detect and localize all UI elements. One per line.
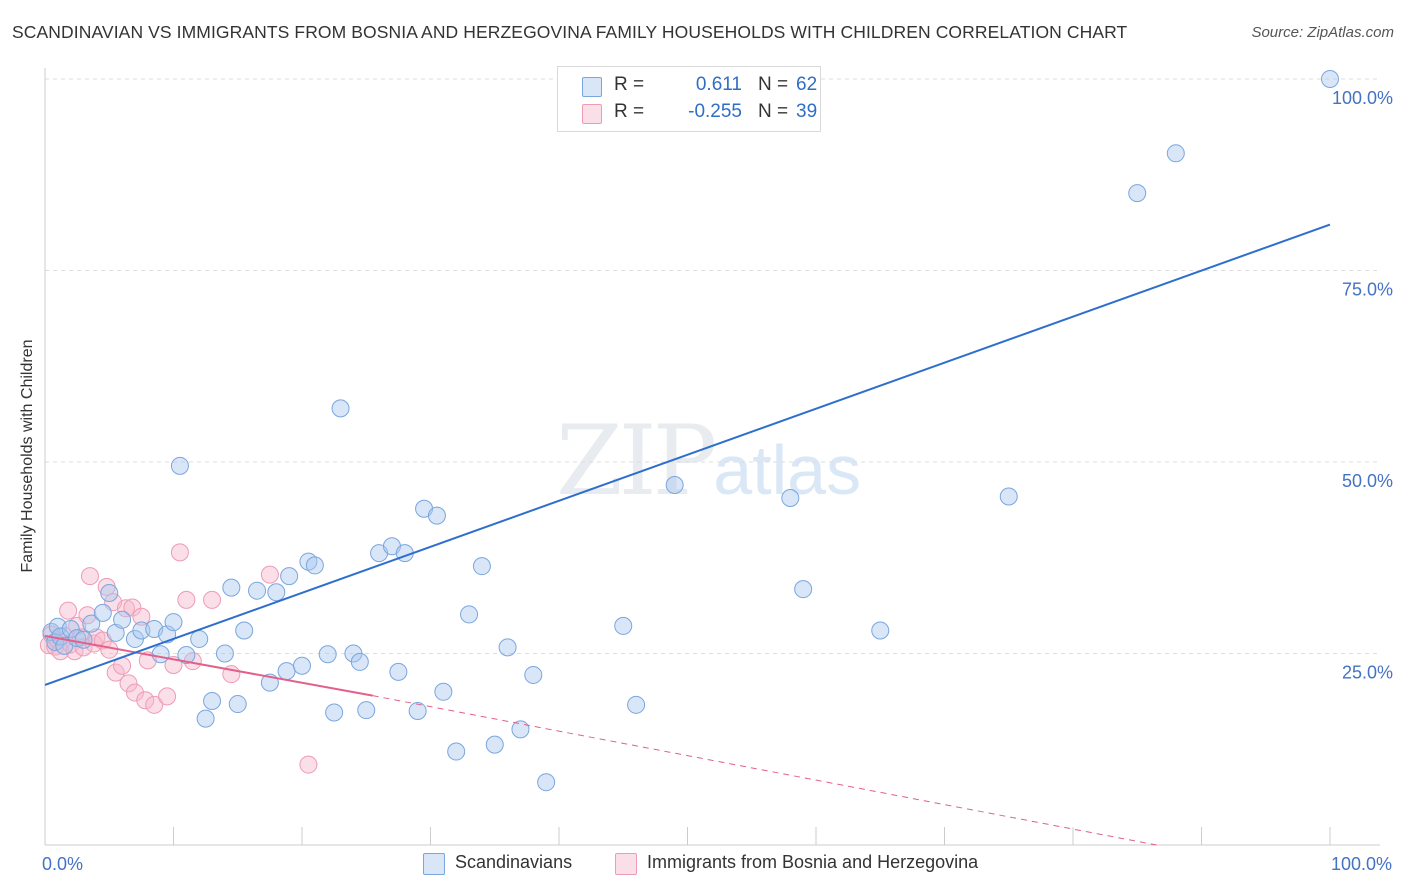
scandinavian-point (614, 616, 633, 635)
scandinavian-point (132, 621, 151, 640)
scandinavian-point (177, 646, 196, 665)
scandinavian-point (305, 556, 324, 575)
legend-r-label: R = (614, 101, 645, 122)
scandinavian-point (524, 665, 543, 684)
y-tick-label: 75.0% (1342, 280, 1393, 300)
watermark-zip: ZIP (556, 405, 717, 517)
scandinavian-point (235, 621, 254, 640)
y-tick-label: 50.0% (1342, 471, 1393, 491)
bottom-legend-swatch-pink (615, 853, 637, 875)
stats-legend: R = 0.611 N = 62 R = -0.255 N = 39 (557, 66, 821, 132)
scandinavian-point (228, 695, 247, 714)
watermark-atlas: atlas (713, 431, 862, 509)
scandinavian-point (248, 581, 267, 600)
bosnia-point (116, 599, 135, 618)
scandinavian-point (871, 621, 890, 640)
y-tick-label: 100.0% (1332, 88, 1393, 108)
bosnia-trend-line (44, 634, 373, 697)
y-tick-label: 25.0% (1342, 663, 1393, 683)
watermark: ZIPatlas (556, 405, 861, 517)
scandinavian-point (74, 630, 93, 649)
scandinavian-point (318, 645, 337, 664)
scandinavian-point (389, 662, 408, 681)
scandinavian-point (82, 614, 101, 633)
scandinavian-point (93, 603, 112, 622)
x-tick-label: 100.0% (1331, 854, 1392, 874)
legend-r-label: R = (614, 74, 645, 95)
chart-title: SCANDINAVIAN VS IMMIGRANTS FROM BOSNIA A… (12, 22, 1128, 42)
bosnia-point (119, 674, 138, 693)
scandinavian-point (537, 773, 556, 792)
bosnia-point (203, 590, 222, 609)
scandinavian-point (164, 613, 183, 632)
scandinavian-point (215, 644, 234, 663)
bottom-legend-label: Immigrants from Bosnia and Herzegovina (647, 852, 979, 872)
legend-swatch-blue (582, 77, 602, 97)
bosnia-point (136, 691, 155, 710)
scandinavian-point (190, 629, 209, 648)
scandinavian-point (472, 557, 491, 576)
bosnia-point (158, 687, 177, 706)
bosnia-point (170, 543, 189, 562)
scandinavian-point (267, 583, 286, 602)
scandinavian-point (427, 506, 446, 525)
bosnia-point (59, 601, 78, 620)
scandinavian-point (627, 695, 646, 714)
scandinavian-point (196, 709, 215, 728)
scandinavian-point (1321, 70, 1339, 88)
bottom-legend-swatch-blue (423, 853, 445, 875)
scandinavian-point (447, 742, 466, 761)
scandinavian-trend-line (44, 223, 1331, 686)
bosnia-point (299, 755, 318, 774)
bosnia-point (145, 695, 164, 714)
scandinavian-point (203, 691, 222, 710)
bottom-legend-label: Scandinavians (455, 852, 573, 872)
bosnia-point (125, 683, 144, 702)
bosnia-point (80, 567, 99, 586)
source-credit: Source: ZipAtlas.com (1251, 24, 1394, 41)
scandinavian-point (61, 619, 80, 638)
x-tick-label: 0.0% (42, 854, 83, 874)
legend-swatch-pink (582, 104, 602, 124)
scandinavian-point (999, 487, 1018, 506)
scandinavian-point (357, 701, 376, 720)
bosnia-point (78, 606, 97, 625)
scandinavian-point (1166, 144, 1185, 163)
legend-n-label: N = (758, 74, 789, 95)
scandinavian-point (485, 735, 504, 754)
scandinavian-point (293, 656, 311, 675)
scandinavian-point (277, 662, 296, 681)
legend-n-value: 39 (796, 101, 818, 122)
scandinavian-point (350, 652, 369, 671)
scandinavian-point (100, 583, 119, 602)
bosnia-point (106, 663, 125, 682)
legend-n-value: 62 (796, 74, 818, 95)
scandinavian-point (460, 605, 479, 624)
scandinavian-point (1128, 184, 1147, 203)
bosnia-point (260, 565, 279, 584)
bosnia-trend-extension (372, 695, 1157, 846)
scandinavian-point (325, 703, 344, 722)
scandinavian-point (170, 456, 189, 475)
bosnia-point (123, 598, 142, 617)
scandinavian-point (794, 580, 813, 599)
scandinavian-point (331, 399, 350, 418)
scandinavian-point (280, 567, 299, 586)
scandinavian-point (106, 623, 125, 642)
scandinavian-point (434, 682, 453, 701)
scandinavian-point (665, 475, 684, 494)
scandinavian-point (151, 645, 170, 664)
legend-r-value: -0.255 (688, 101, 742, 122)
scandinavian-point (222, 578, 241, 597)
legend-n-label: N = (758, 101, 789, 122)
scandinavian-point (113, 610, 132, 629)
scandinavian-point (511, 720, 530, 739)
bosnia-point (177, 590, 196, 609)
scandinavian-point (781, 489, 800, 508)
scandinavian-point (498, 638, 517, 657)
bosnia-point (132, 607, 151, 626)
scandinavian-point (408, 701, 427, 720)
legend-r-value: 0.611 (695, 74, 742, 95)
